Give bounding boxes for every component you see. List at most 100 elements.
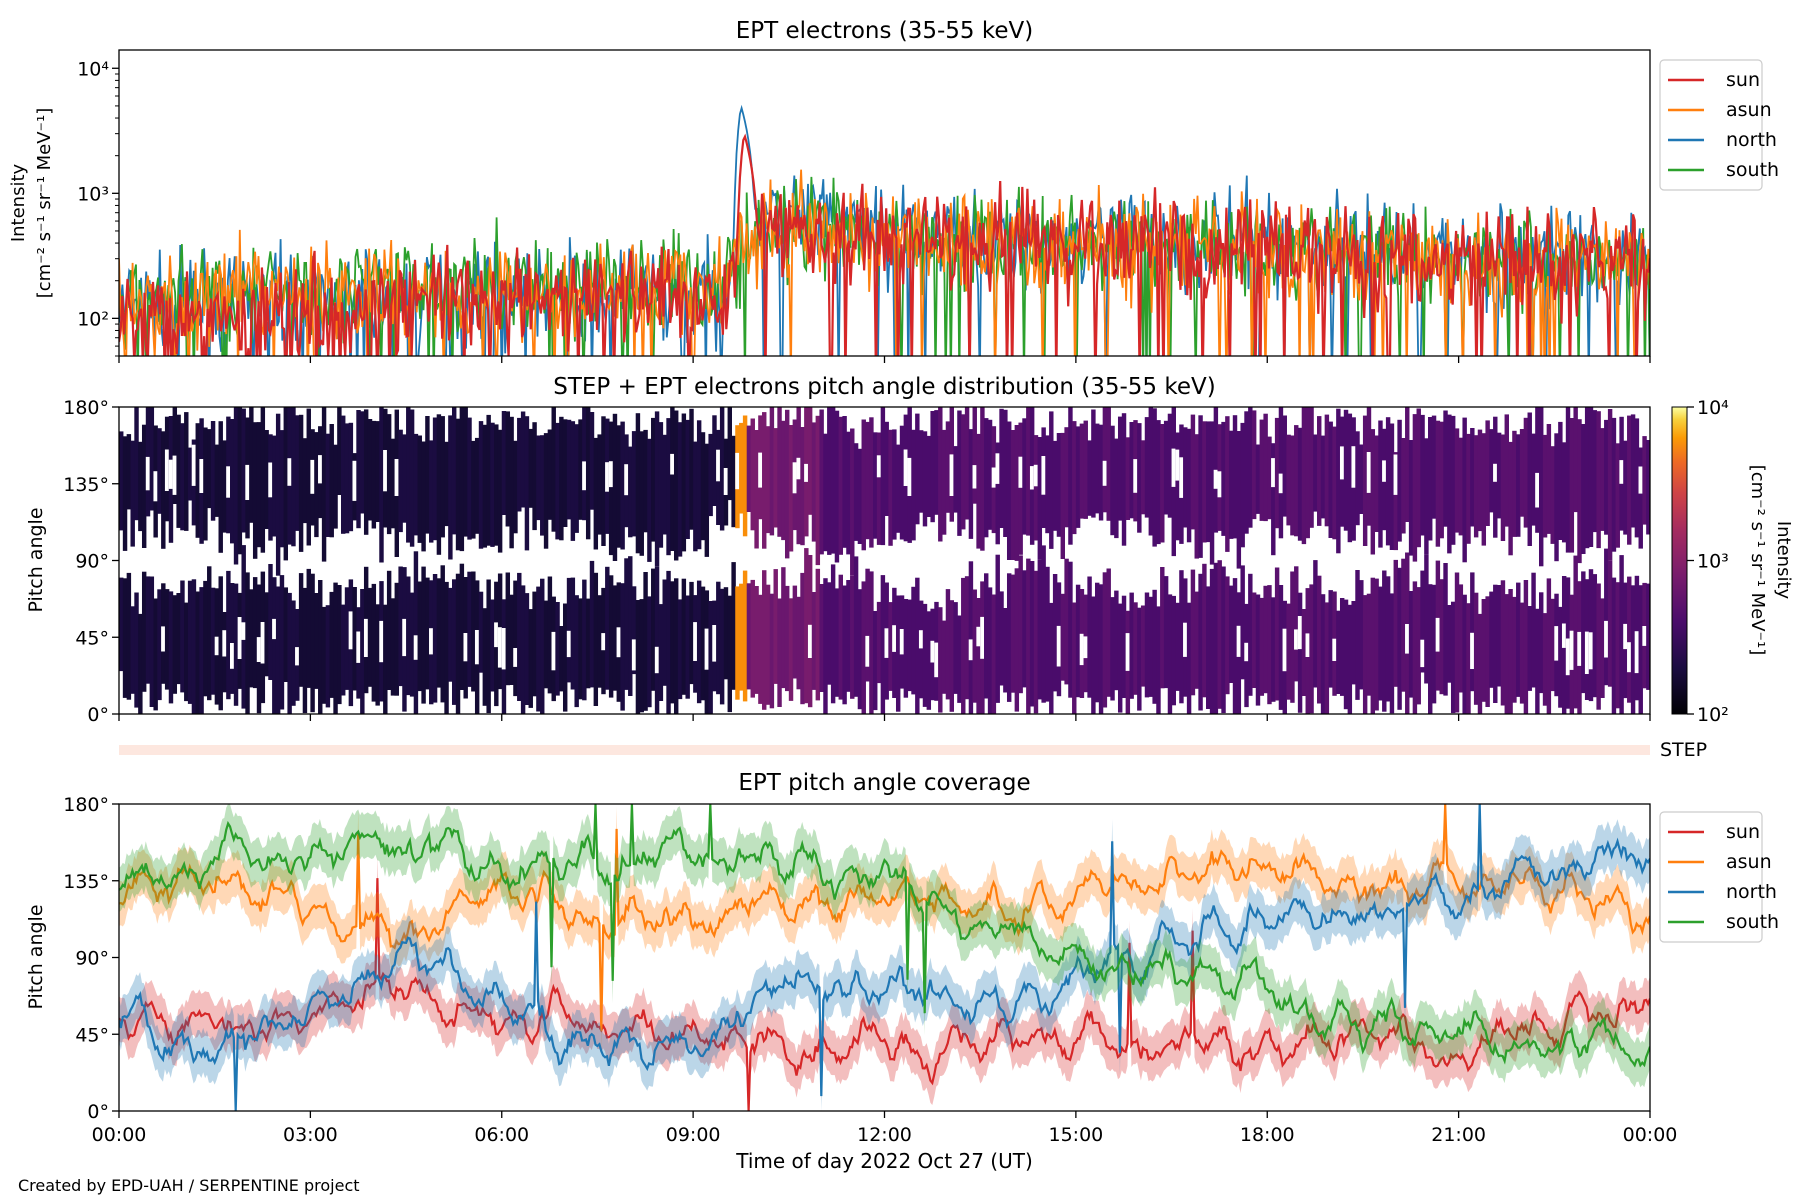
pad-gap [199,459,204,493]
pad-cell [141,571,147,692]
pad-cell [1420,414,1425,536]
pad-cell [187,447,193,501]
pad-gap [1056,625,1062,667]
x-axis-label: Time of day 2022 Oct 27 (UT) [735,1149,1033,1173]
pad-cell [1531,433,1536,526]
pad-cell [1615,443,1620,548]
pad-cell [1500,434,1506,541]
pad-cell [1592,574,1598,698]
pad-cell [1294,425,1299,537]
pad-cell [1095,423,1100,514]
pad-cell [815,415,821,566]
pad-gap [1133,459,1138,493]
pad-cell [1228,585,1234,683]
pad-cell [765,426,771,534]
pad-cell [1117,603,1123,713]
intensity-yticks: 10² 10³ 10⁴ [77,58,119,357]
pad-gap [1018,456,1023,488]
pad-cell [1060,432,1065,559]
pad-cell [1546,578,1552,714]
pad-cell [1523,417,1529,528]
pad-cell [1045,435,1050,534]
pad-cell [1221,566,1226,714]
pad-cell [532,422,537,531]
pad-cell [1183,427,1188,528]
pad-cell [1167,594,1173,714]
pad-cell [1133,602,1138,695]
pad-cell [700,432,706,541]
pad-cell [1466,603,1471,714]
pad-cell [325,433,331,537]
pad-gap [1577,631,1582,666]
pad-cell [842,416,847,548]
pad-cell [1359,580,1364,690]
pad-cell [1466,433,1471,544]
pad-gap [268,462,273,498]
pad-cell [612,585,618,691]
pad-gap [363,618,369,657]
pad-cell [448,587,453,682]
pad-cell [1362,415,1368,546]
pad-cell [1336,610,1341,694]
pad-cell [1627,415,1632,545]
coverage-ylabel: Pitch angle [25,904,47,1009]
pad-cell [968,429,974,539]
pad-cell [260,407,266,553]
pad-gap [693,622,698,661]
pad-cell [1343,599,1349,710]
pad-gap [501,628,507,670]
pad-cell [329,591,334,698]
pad-gap [918,630,924,649]
pad-cell [961,414,966,530]
pad-cell [1600,598,1605,698]
pad-cell [164,589,170,690]
pad-cell [1389,423,1395,550]
pad-cell [1412,414,1418,562]
pad-cell [360,589,365,714]
pad-gap [1393,454,1398,495]
pad-cell [689,408,694,530]
pad-gap [930,640,935,663]
pad-cell [888,602,893,691]
legend-box [1659,59,1763,191]
pad-gap [1366,452,1372,493]
pad-gap [899,629,905,655]
pad-gap [1041,456,1046,495]
pad-cell [222,440,227,533]
pad-cell [337,585,342,705]
pad-cell [827,582,832,685]
pad-cell [413,433,419,536]
footer-credit: Created by EPD-UAH / SERPENTINE project [18,1176,360,1195]
pad-gap [582,461,587,491]
pad-cell [1320,594,1326,714]
pad-cell [501,411,507,515]
pad-cell [172,595,178,694]
pad-cell [731,562,736,690]
pad-cell [700,586,706,701]
pad-cell [1186,602,1192,714]
pad-cell [1060,593,1065,681]
pad-cell [1175,602,1180,691]
pad-cell [1171,595,1176,706]
pad-cell [1378,586,1383,701]
pad-cell [1091,596,1096,714]
pad-cell [819,409,824,555]
pad-cell [1408,440,1414,556]
pad-gap [1420,639,1425,668]
pad-cell [1431,415,1437,519]
pad-cell [712,415,717,506]
pad-cell [991,594,997,714]
pad-cell [957,410,962,536]
pad-cell [1470,572,1475,692]
pad-cell [1244,411,1249,534]
pad-gap [1033,464,1039,487]
pad-cell [1263,413,1268,522]
pad-cell [1611,577,1617,714]
pad-cell [1577,419,1582,564]
pad-cell [1255,594,1261,706]
pad-cell [1091,409,1096,518]
pad-cell [153,598,158,711]
pad-cell [1294,566,1299,682]
pad-cell [455,418,461,551]
pad-cell [597,434,602,535]
